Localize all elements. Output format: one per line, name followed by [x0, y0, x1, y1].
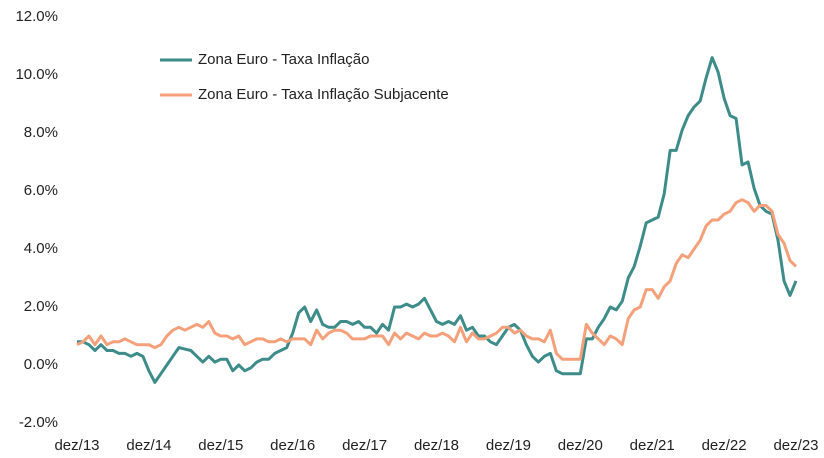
x-tick-label: dez/13	[54, 437, 99, 454]
x-tick-label: dez/14	[126, 437, 171, 454]
y-tick-label: 8.0%	[24, 124, 58, 141]
x-tick-label: dez/23	[773, 437, 818, 454]
x-tick-label: dez/20	[558, 437, 603, 454]
line-series	[76, 198, 798, 361]
y-tick-label: 0.0%	[24, 356, 58, 373]
x-tick-label: dez/16	[270, 437, 315, 454]
x-tick-label: dez/18	[414, 437, 459, 454]
line-series	[77, 56, 798, 384]
x-tick-label: dez/21	[630, 437, 675, 454]
y-tick-label: 12.0%	[15, 8, 58, 25]
y-tick-label: 2.0%	[24, 298, 58, 315]
y-tick-label: 4.0%	[24, 240, 58, 257]
x-tick-label: dez/17	[342, 437, 387, 454]
y-tick-label: 6.0%	[24, 182, 58, 199]
x-tick-label: dez/15	[198, 437, 243, 454]
legend-label: Zona Euro - Taxa Inflação Subjacente	[198, 86, 449, 103]
legend-label: Zona Euro - Taxa Inflação	[198, 51, 370, 68]
x-tick-label: dez/22	[702, 437, 747, 454]
y-tick-label: -2.0%	[19, 414, 58, 431]
x-tick-label: dez/19	[486, 437, 531, 454]
y-tick-label: 10.0%	[15, 66, 58, 83]
